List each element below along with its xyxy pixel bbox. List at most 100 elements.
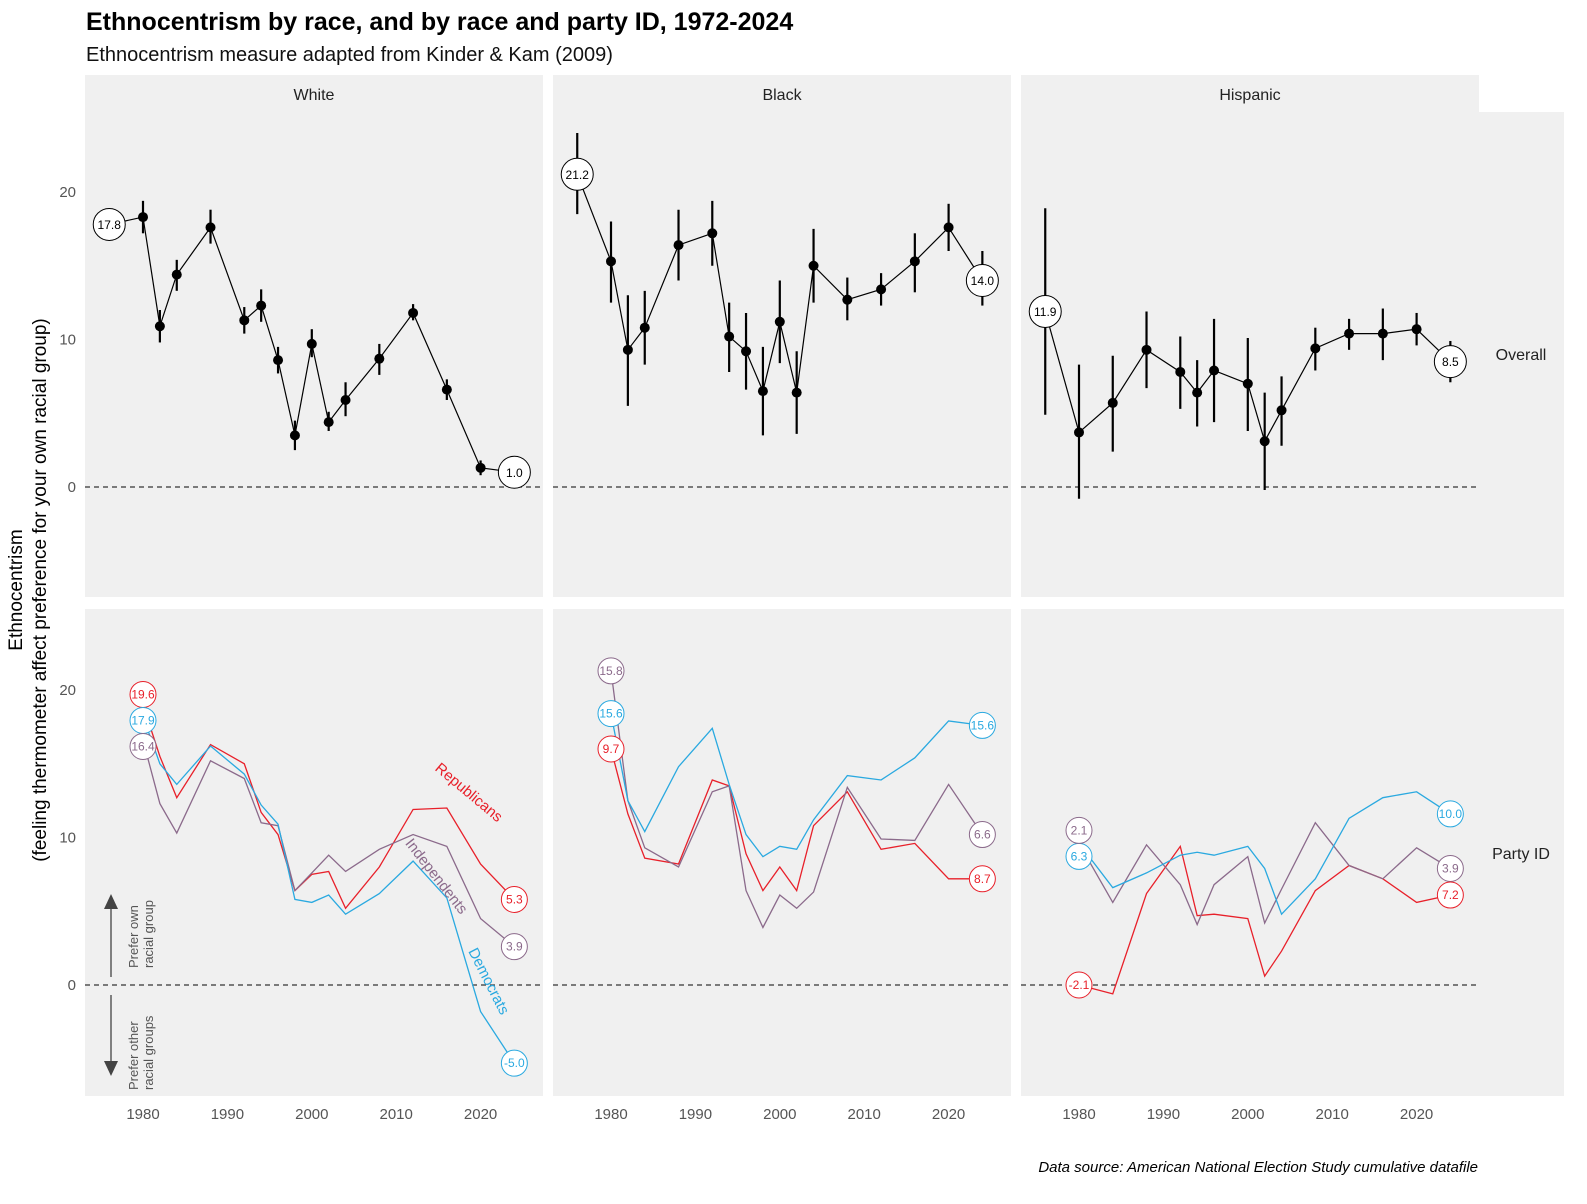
panel-party-hispanic (1021, 609, 1479, 1096)
value-label: 10.0 (1439, 807, 1463, 821)
panel-overall-hispanic (1021, 75, 1479, 597)
x-tick-label: 2000 (295, 1106, 328, 1123)
value-label-circle (968, 821, 996, 849)
value-label-circle (497, 455, 531, 489)
data-point (673, 240, 684, 251)
value-label: 8.5 (1442, 355, 1459, 369)
value-label: 15.8 (599, 664, 623, 678)
value-label-circle (1433, 345, 1467, 379)
x-tick-label: 2000 (1231, 1106, 1264, 1123)
data-point (606, 256, 616, 267)
arrow-up-icon (104, 894, 118, 909)
value-label-circle (597, 700, 625, 728)
annotation-down: Prefer other racial groups (126, 1015, 156, 1090)
data-point (1192, 387, 1203, 398)
value-label: 17.8 (98, 218, 122, 232)
value-label: 8.7 (974, 872, 991, 886)
value-label: 6.6 (974, 828, 991, 842)
data-point (808, 260, 819, 271)
value-label: 6.3 (1071, 849, 1088, 863)
data-point (1411, 324, 1422, 335)
value-label-circle (1065, 816, 1093, 844)
value-label: 19.6 (131, 687, 155, 701)
y-tick-label: 0 (68, 977, 76, 994)
x-tick-label: 1990 (679, 1106, 712, 1123)
value-label-circle (1436, 800, 1464, 828)
value-label: 21.2 (566, 168, 590, 182)
data-point (306, 338, 317, 349)
data-point (724, 331, 735, 342)
value-label-circle (1436, 881, 1464, 909)
value-label-circle (597, 657, 625, 685)
annotation-text: Prefer own (126, 905, 141, 968)
party-line-independents (1078, 821, 1451, 927)
x-tick-label: 2020 (932, 1106, 965, 1123)
party-line-democrats (610, 713, 983, 858)
value-label-circle (560, 157, 594, 191)
x-tick-label: 1980 (594, 1106, 627, 1123)
value-label-circle (500, 1049, 528, 1077)
y-axis-title: Ethnocentrism (6, 529, 27, 650)
party-line-republicans (610, 748, 983, 893)
panel-party-black (553, 609, 1011, 1096)
data-point (1344, 328, 1355, 339)
data-point (289, 430, 300, 441)
data-point (757, 386, 768, 397)
column-strip-label: Black (762, 87, 802, 104)
panel-overall-white (85, 75, 543, 597)
arrow-down-icon (104, 1061, 118, 1076)
x-tick-label: 1990 (1147, 1106, 1180, 1123)
data-point (441, 384, 452, 395)
x-tick-label: 2010 (1316, 1106, 1349, 1123)
value-label: 15.6 (599, 707, 623, 721)
data-point (639, 322, 650, 333)
annotation-text: racial group (141, 900, 156, 968)
row-strip-label: Party ID (1492, 846, 1550, 863)
party-line-democrats (1078, 791, 1451, 916)
panel-overall-black (553, 75, 1011, 597)
data-point (256, 300, 267, 311)
y-tick-label: 10 (59, 332, 76, 349)
value-label-circle (129, 732, 157, 760)
value-label-circle (597, 735, 625, 763)
annotation-text: racial groups (141, 1015, 156, 1090)
data-point (171, 269, 182, 280)
data-point (205, 222, 216, 233)
data-point (741, 346, 752, 357)
data-point (842, 294, 853, 305)
row-strip-overall (1479, 112, 1564, 597)
value-label: 15.6 (971, 718, 995, 732)
x-tick-label: 2020 (464, 1106, 497, 1123)
data-point (1310, 343, 1321, 354)
value-label: 17.9 (131, 713, 155, 727)
data-point (1141, 344, 1152, 355)
x-tick-label: 2010 (848, 1106, 881, 1123)
y-axis-subtitle: (feeling thermometer affect preference f… (30, 318, 51, 862)
data-point (707, 228, 718, 239)
value-label: 11.9 (1034, 305, 1057, 319)
y-axis-title-group: Ethnocentrism (feeling thermometer affec… (6, 318, 51, 862)
value-label-circle (92, 207, 126, 241)
party-line-independents (142, 739, 515, 948)
data-point (622, 344, 633, 355)
annotation-text: Prefer other (126, 1021, 141, 1090)
row-strip-label: Overall (1496, 347, 1547, 364)
data-point (1242, 378, 1253, 389)
data-point (138, 212, 148, 223)
value-label: 2.1 (1071, 823, 1088, 837)
row-strip-party (1479, 609, 1564, 1096)
y-tick-label: 0 (68, 479, 76, 496)
value-label-circle (1436, 854, 1464, 882)
x-tick-label: 1990 (211, 1106, 244, 1123)
data-point (154, 321, 165, 332)
x-tick-label: 1980 (126, 1106, 159, 1123)
value-label: 9.7 (603, 742, 620, 756)
data-point (374, 353, 385, 364)
data-point (1074, 427, 1084, 438)
chart-subtitle: Ethnocentrism measure adapted from Kinde… (86, 44, 613, 66)
value-label-circle (1065, 971, 1093, 999)
data-point (408, 307, 419, 318)
value-label-circle (965, 264, 999, 297)
